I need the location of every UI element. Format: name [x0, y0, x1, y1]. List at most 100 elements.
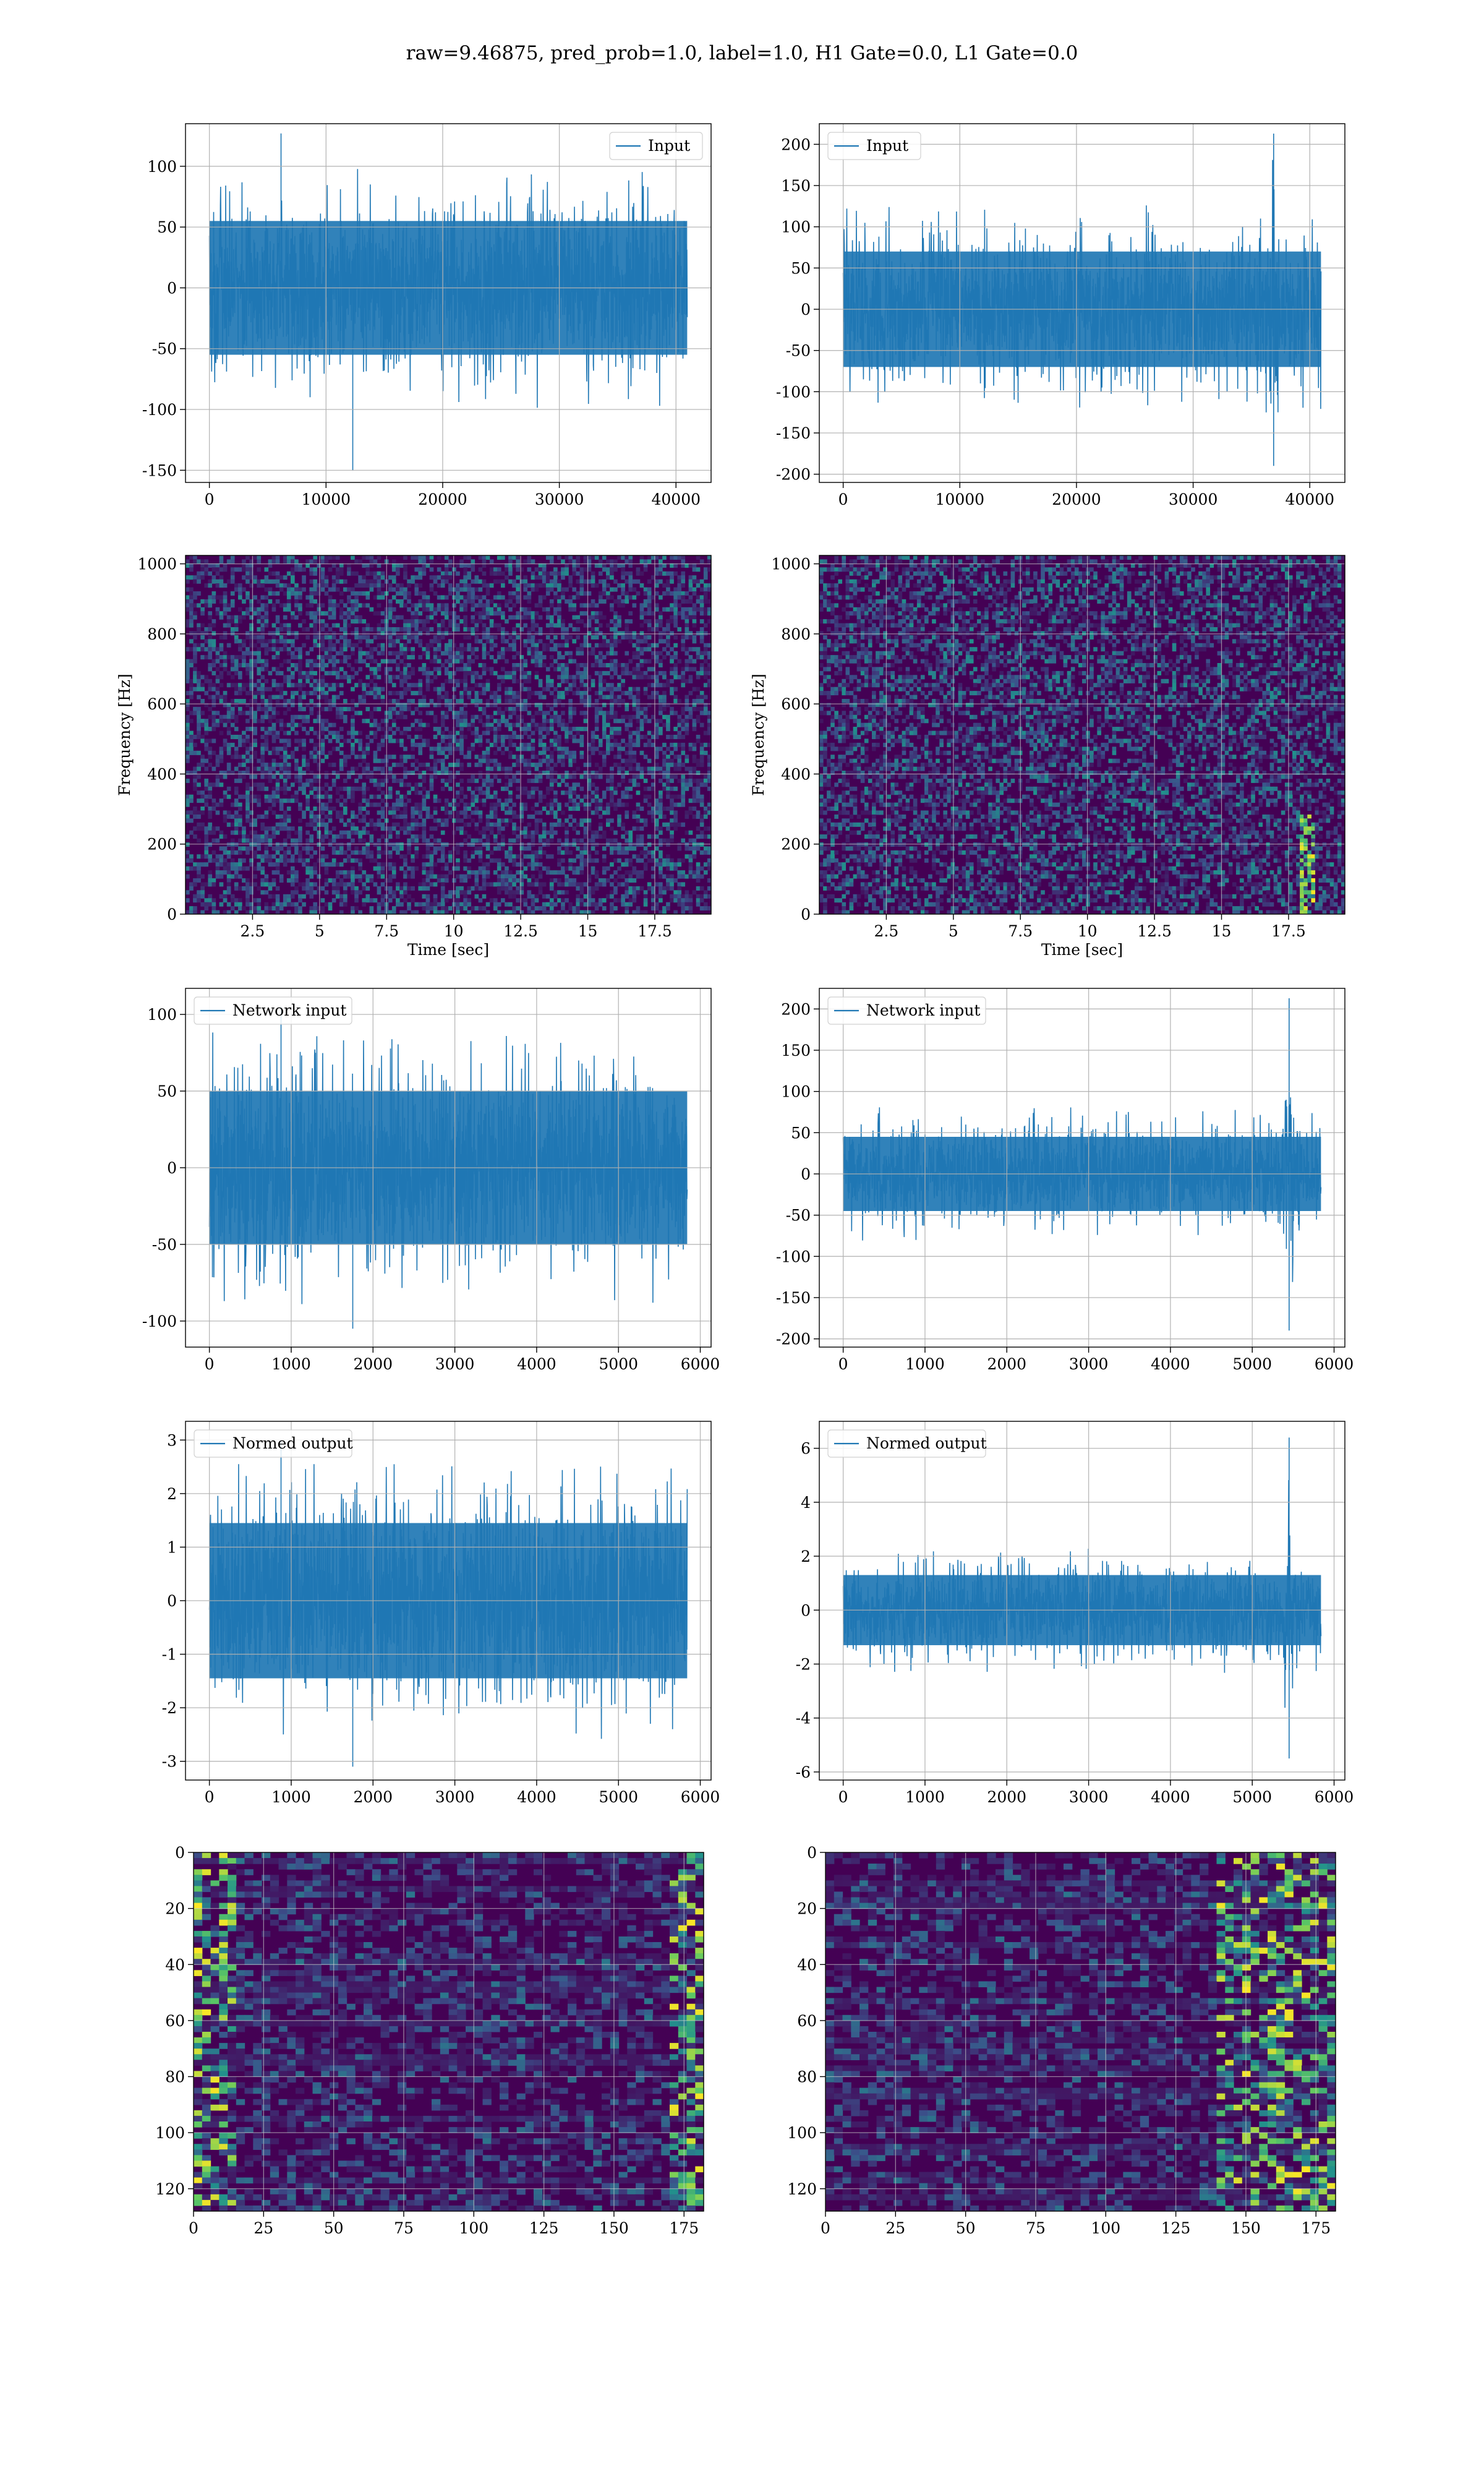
l1-spectrogram-ytick-label: 1000 — [771, 555, 811, 573]
l1-network-input-plot-area — [819, 988, 1345, 1347]
h1-input-xtick-label: 0 — [205, 490, 215, 508]
l1-network-input-xtick-label: 2000 — [987, 1355, 1026, 1373]
h1-spectrogram-xtick-label: 12.5 — [503, 922, 538, 940]
h1-spectrogram-xtick-label: 17.5 — [638, 922, 672, 940]
h1-network-input-ytick-label: 100 — [147, 1006, 177, 1024]
l1-network-input-ytick-label: -200 — [776, 1330, 811, 1348]
l1-network-input-legend: Network input — [827, 996, 986, 1025]
l1-normed-output-ytick-label: -2 — [796, 1655, 811, 1673]
l1-input-xtick-label: 30000 — [1169, 490, 1218, 508]
l1-input-xtick-label: 20000 — [1052, 490, 1101, 508]
h1-network-input-xtick-label: 2000 — [353, 1355, 393, 1373]
l1-normed-output-xtick-label: 6000 — [1315, 1788, 1354, 1806]
l1-network-input-ytick-label: 50 — [791, 1124, 811, 1142]
l1-normed-output-ytick-label: 6 — [801, 1440, 811, 1458]
l1-input-ytick-label: 150 — [781, 177, 811, 195]
l1-feature-map-ytick-label: 100 — [787, 2124, 817, 2142]
h1-network-input-xtick-label: 5000 — [599, 1355, 638, 1373]
l1-spectrogram-grid — [819, 555, 1345, 914]
l1-normed-output-ytick-label: 2 — [801, 1547, 811, 1565]
l1-input-xtick-label: 40000 — [1285, 490, 1334, 508]
l1-network-input-xtick-label: 5000 — [1232, 1355, 1272, 1373]
h1-normed-output-plot-area — [186, 1421, 711, 1780]
h1-feature-map-frame — [193, 1852, 704, 2212]
l1-feature-map-xtick-label: 150 — [1231, 2219, 1261, 2237]
l1-spectrogram-frame — [819, 555, 1345, 915]
h1-spectrogram-plot-area — [186, 555, 711, 914]
l1-spectrogram-ytick-label: 200 — [781, 836, 811, 854]
h1-network-input-grid — [186, 988, 711, 1347]
l1-input-legend: Input — [827, 132, 921, 160]
l1-spectrogram-ytick-label: 0 — [801, 905, 811, 923]
l1-input-ytick-label: 0 — [801, 301, 811, 319]
l1-spectrogram-heatmap-cells — [819, 555, 1345, 914]
h1-spectrogram-xtick-label: 7.5 — [374, 922, 399, 940]
h1-feature-map-xtick-label: 75 — [394, 2219, 414, 2237]
l1-normed-output-ytick-label: 0 — [801, 1601, 811, 1619]
l1-normed-output-panel: 0 1000 2000 3000 4000 5000 6000 -6 -4 -2 0 2 4 6 Norme… — [796, 1421, 1354, 1806]
l1-input-xtick-label: 0 — [838, 490, 848, 508]
figure-title: raw=9.46875, pred_prob=1.0, label=1.0, H… — [406, 42, 1078, 64]
h1-network-input-legend: Network input — [194, 996, 352, 1025]
h1-spectrogram-frame — [185, 555, 712, 915]
h1-normed-output-xtick-label: 3000 — [435, 1788, 475, 1806]
h1-normed-output-legend: Normed output — [194, 1429, 353, 1458]
h1-feature-map-xtick-label: 150 — [599, 2219, 629, 2237]
h1-normed-output-grid — [186, 1421, 711, 1780]
h1-feature-map-xtick-label: 175 — [669, 2219, 699, 2237]
l1-network-input-ytick-label: 0 — [801, 1165, 811, 1183]
l1-feature-map-ytick-label: 60 — [797, 2012, 817, 2030]
h1-normed-output-ytick-label: -1 — [162, 1646, 177, 1664]
l1-spectrogram-ytick-label: 400 — [781, 765, 811, 783]
l1-normed-output-ytick-label: 4 — [801, 1494, 811, 1512]
h1-spectrogram-grid — [186, 555, 711, 914]
h1-feature-map-ytick-label: 20 — [165, 1900, 185, 1918]
l1-spectrogram-xtick-label: 12.5 — [1137, 922, 1172, 940]
l1-spectrogram-plot-area — [819, 555, 1345, 914]
h1-spectrogram-xtick-label: 15 — [578, 922, 598, 940]
h1-normed-output-xtick-label: 6000 — [681, 1788, 720, 1806]
l1-network-input-ytick-label: 200 — [781, 1000, 811, 1018]
l1-network-input-xtick-label: 6000 — [1315, 1355, 1354, 1373]
l1-network-input-grid — [819, 988, 1345, 1347]
h1-feature-map-xtick-label: 125 — [529, 2219, 559, 2237]
l1-feature-map-xtick-label: 0 — [821, 2219, 830, 2237]
l1-normed-output-grid — [819, 1421, 1345, 1780]
h1-normed-output-xtick-label: 5000 — [599, 1788, 638, 1806]
h1-network-input-ytick-label: -100 — [142, 1312, 177, 1330]
h1-normed-output-ytick-label: 0 — [167, 1592, 177, 1610]
l1-spectrogram-xtick-label: 7.5 — [1008, 922, 1033, 940]
l1-normed-output-frame — [819, 1421, 1345, 1781]
l1-normed-output-legend: Normed output — [827, 1429, 987, 1458]
h1-input-xtick-label: 40000 — [651, 490, 701, 508]
h1-input-panel: 0 10000 20000 30000 40000 -150 -100 -50 0 50 100 In… — [142, 123, 712, 508]
l1-feature-map-ytick-label: 120 — [787, 2180, 817, 2198]
l1-spectrogram-xtick-label: 2.5 — [874, 922, 899, 940]
h1-feature-map-xtick-label: 25 — [254, 2219, 273, 2237]
l1-normed-output-xtick-label: 4000 — [1151, 1788, 1190, 1806]
h1-normed-output-ytick-label: 3 — [167, 1431, 177, 1449]
l1-feature-map-xtick-label: 175 — [1301, 2219, 1331, 2237]
l1-input-ytick-label: -50 — [786, 342, 811, 360]
l1-normed-output-ytick-label: -4 — [796, 1710, 811, 1727]
l1-feature-map-panel: 0 25 50 75 100 125 150 175 0 20 40 60 80 100 120 — [787, 1844, 1336, 2237]
h1-feature-map-panel: 0 25 50 75 100 125 150 175 0 20 40 60 80 100 120 — [155, 1844, 704, 2237]
l1-input-ytick-label: 50 — [791, 259, 811, 277]
h1-feature-map-ytick-label: 0 — [175, 1844, 185, 1862]
h1-normed-output-ytick-label: 2 — [167, 1485, 177, 1503]
h1-feature-map-ytick-label: 40 — [165, 1956, 185, 1974]
h1-feature-map-plot-area — [194, 1852, 704, 2211]
l1-input-xtick-label: 10000 — [936, 490, 985, 508]
h1-spectrogram-ytick-label: 400 — [147, 765, 177, 783]
h1-normed-output-ytick-label: 1 — [167, 1538, 177, 1556]
l1-network-input-xtick-label: 0 — [838, 1355, 848, 1373]
l1-spectrogram-xtick-label: 10 — [1078, 922, 1098, 940]
l1-feature-map-xtick-label: 75 — [1026, 2219, 1046, 2237]
h1-normed-output-panel: 0 1000 2000 3000 4000 5000 6000 -3 -2 -1 0 1 2 3 Norme… — [162, 1421, 720, 1806]
l1-network-input-panel: 0 1000 2000 3000 4000 5000 6000-200-150-100-50… — [776, 988, 1354, 1373]
h1-input-xtick-label: 20000 — [418, 490, 467, 508]
h1-normed-output-legend-label: Normed output — [232, 1434, 353, 1452]
h1-network-input-plot-area — [186, 988, 711, 1347]
h1-input-xtick-label: 10000 — [302, 490, 351, 508]
